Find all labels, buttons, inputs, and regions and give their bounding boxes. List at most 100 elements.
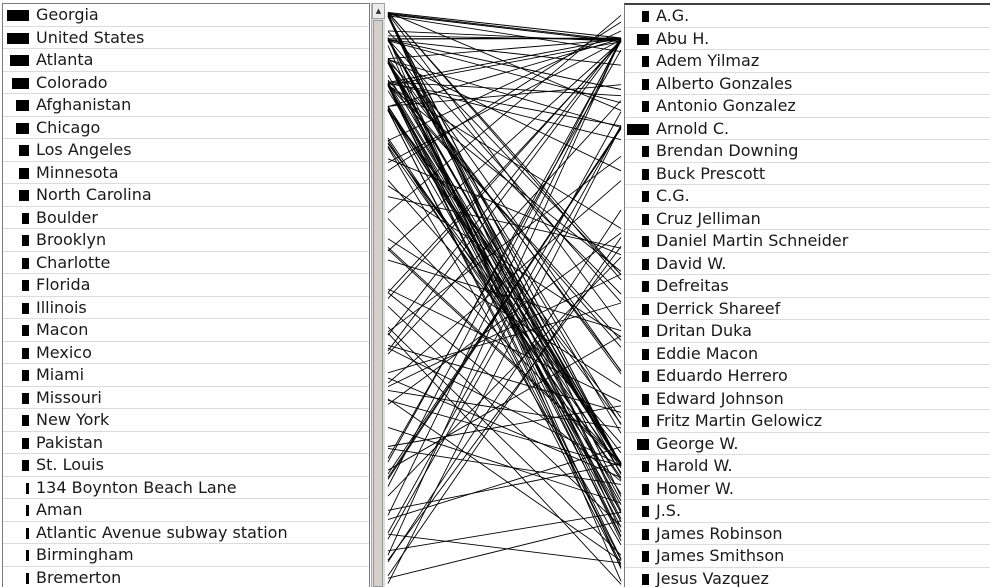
left-list-item[interactable]: Los Angeles [3, 139, 369, 162]
left-list-item[interactable]: Macon [3, 319, 369, 342]
right-list-item[interactable]: Edward Johnson [625, 388, 990, 410]
right-list-item[interactable]: Daniel Martin Schneider [625, 230, 990, 253]
frequency-bar [642, 461, 649, 472]
left-list-item-label: Chicago [36, 117, 101, 137]
link-line [387, 140, 622, 495]
right-list-item[interactable]: Antonio Gonzalez [625, 95, 990, 118]
left-list-item[interactable]: North Carolina [3, 184, 369, 207]
left-list-item[interactable]: Boulder [3, 207, 369, 229]
frequency-bar [627, 123, 649, 135]
left-list-item[interactable]: Chicago [3, 117, 369, 139]
link-line [387, 49, 622, 459]
left-list-item-label: Birmingham [36, 545, 134, 564]
left-list-item[interactable]: Afghanistan [3, 94, 369, 117]
right-list-item[interactable]: Homer W. [625, 478, 990, 500]
right-list-item-label: J.S. [656, 501, 682, 520]
link-line [387, 511, 622, 552]
right-list-item-label: Eduardo Herrero [656, 366, 788, 385]
frequency-bar [642, 393, 649, 405]
left-list-item[interactable]: Atlanta [3, 49, 369, 72]
link-line [387, 11, 622, 281]
left-list-item[interactable]: Charlotte [3, 252, 369, 274]
link-line [387, 533, 622, 564]
left-list-item[interactable]: Illinois [3, 297, 369, 319]
right-list-item[interactable]: James Robinson [625, 523, 990, 545]
right-list-item[interactable]: Fritz Martin Gelowicz [625, 410, 990, 433]
link-line [387, 105, 622, 464]
right-list-item[interactable]: Dritan Duka [625, 320, 990, 343]
frequency-bar [642, 78, 649, 90]
right-list-item-label: James Robinson [656, 523, 783, 543]
left-list-item[interactable]: Brooklyn [3, 229, 369, 252]
left-list-item[interactable]: Mexico [3, 342, 369, 364]
left-list-item[interactable]: New York [3, 409, 369, 432]
left-list-item-label: New York [36, 410, 110, 429]
left-list-item[interactable]: United States [3, 27, 369, 49]
link-line [387, 40, 622, 463]
right-list-item[interactable]: George W. [625, 433, 990, 455]
frequency-bar [22, 460, 29, 471]
link-line [387, 335, 622, 471]
right-entity-list[interactable]: A.G. Abu H. Adem Yilmaz Alberto Gonzales Ant… [624, 3, 990, 587]
right-list-item[interactable]: Cruz Jelliman [625, 208, 990, 230]
right-list-item-label: Harold W. [656, 456, 733, 475]
left-list-item[interactable]: Aman [3, 499, 369, 522]
scroll-thumb[interactable] [373, 20, 383, 587]
link-line [387, 237, 622, 577]
left-list-item[interactable]: Birmingham [3, 544, 369, 567]
link-line [387, 209, 622, 563]
link-line [387, 462, 622, 511]
link-line [387, 447, 622, 485]
right-list-item-label: Abu H. [656, 28, 710, 48]
left-list-item[interactable]: St. Louis [3, 454, 369, 477]
left-list-item[interactable]: Miami [3, 364, 369, 387]
right-list-item[interactable]: Eduardo Herrero [625, 365, 990, 388]
link-line [387, 185, 622, 338]
left-list-item[interactable]: Minnesota [3, 162, 369, 184]
link-line [387, 39, 622, 90]
frequency-bar [22, 415, 29, 426]
frequency-bar [642, 506, 649, 517]
left-list-item[interactable]: Florida [3, 274, 369, 297]
right-list-item[interactable]: Jesus Vazquez [625, 568, 990, 587]
right-list-item[interactable]: C.G. [625, 185, 990, 208]
right-list-item-label: Jesus Vazquez [656, 568, 769, 587]
right-list-item[interactable]: J.S. [625, 500, 990, 523]
left-list-item-label: Missouri [36, 387, 102, 407]
frequency-bar [26, 550, 29, 561]
right-list-item[interactable]: A.G. [625, 5, 990, 28]
left-list-item[interactable]: Bremerton [3, 567, 369, 587]
frequency-bar [19, 167, 29, 179]
left-entity-list[interactable]: Georgia United States Atlanta Colorado Afgha… [2, 3, 370, 587]
left-list-item[interactable]: Pakistan [3, 432, 369, 454]
right-list-item[interactable]: Derrick Shareef [625, 298, 990, 320]
right-list-item[interactable]: Alberto Gonzales [625, 73, 990, 95]
frequency-bar [642, 11, 649, 22]
frequency-bar [26, 572, 29, 584]
link-line [387, 74, 622, 467]
right-list-item[interactable]: Buck Prescott [625, 163, 990, 185]
right-list-item[interactable]: Eddie Macon [625, 343, 990, 365]
right-list-item[interactable]: James Smithson [625, 545, 990, 568]
left-list-item[interactable]: Atlantic Avenue subway station [3, 522, 369, 544]
right-list-item[interactable]: Arnold C. [625, 118, 990, 140]
right-list-item[interactable]: Harold W. [625, 455, 990, 478]
link-line [387, 110, 622, 561]
link-line [387, 399, 622, 467]
right-list-item[interactable]: Brendan Downing [625, 140, 990, 163]
left-list-item[interactable]: Colorado [3, 72, 369, 94]
right-list-item[interactable]: Defreitas [625, 275, 990, 298]
link-line [387, 126, 622, 584]
frequency-bar [642, 371, 649, 382]
left-list-item[interactable]: Missouri [3, 387, 369, 409]
left-list-item-label: Minnesota [36, 162, 119, 182]
scroll-up-arrow-icon[interactable]: ▲ [372, 3, 385, 19]
left-list-item[interactable]: Georgia [3, 4, 369, 27]
right-list-item-label: James Smithson [656, 546, 785, 565]
frequency-bar [22, 212, 29, 224]
left-list-scrollbar[interactable]: ▲ [371, 3, 385, 587]
right-list-item[interactable]: Adem Yilmaz [625, 50, 990, 73]
right-list-item[interactable]: Abu H. [625, 28, 990, 50]
right-list-item[interactable]: David W. [625, 253, 990, 275]
left-list-item[interactable]: 134 Boynton Beach Lane [3, 477, 369, 499]
